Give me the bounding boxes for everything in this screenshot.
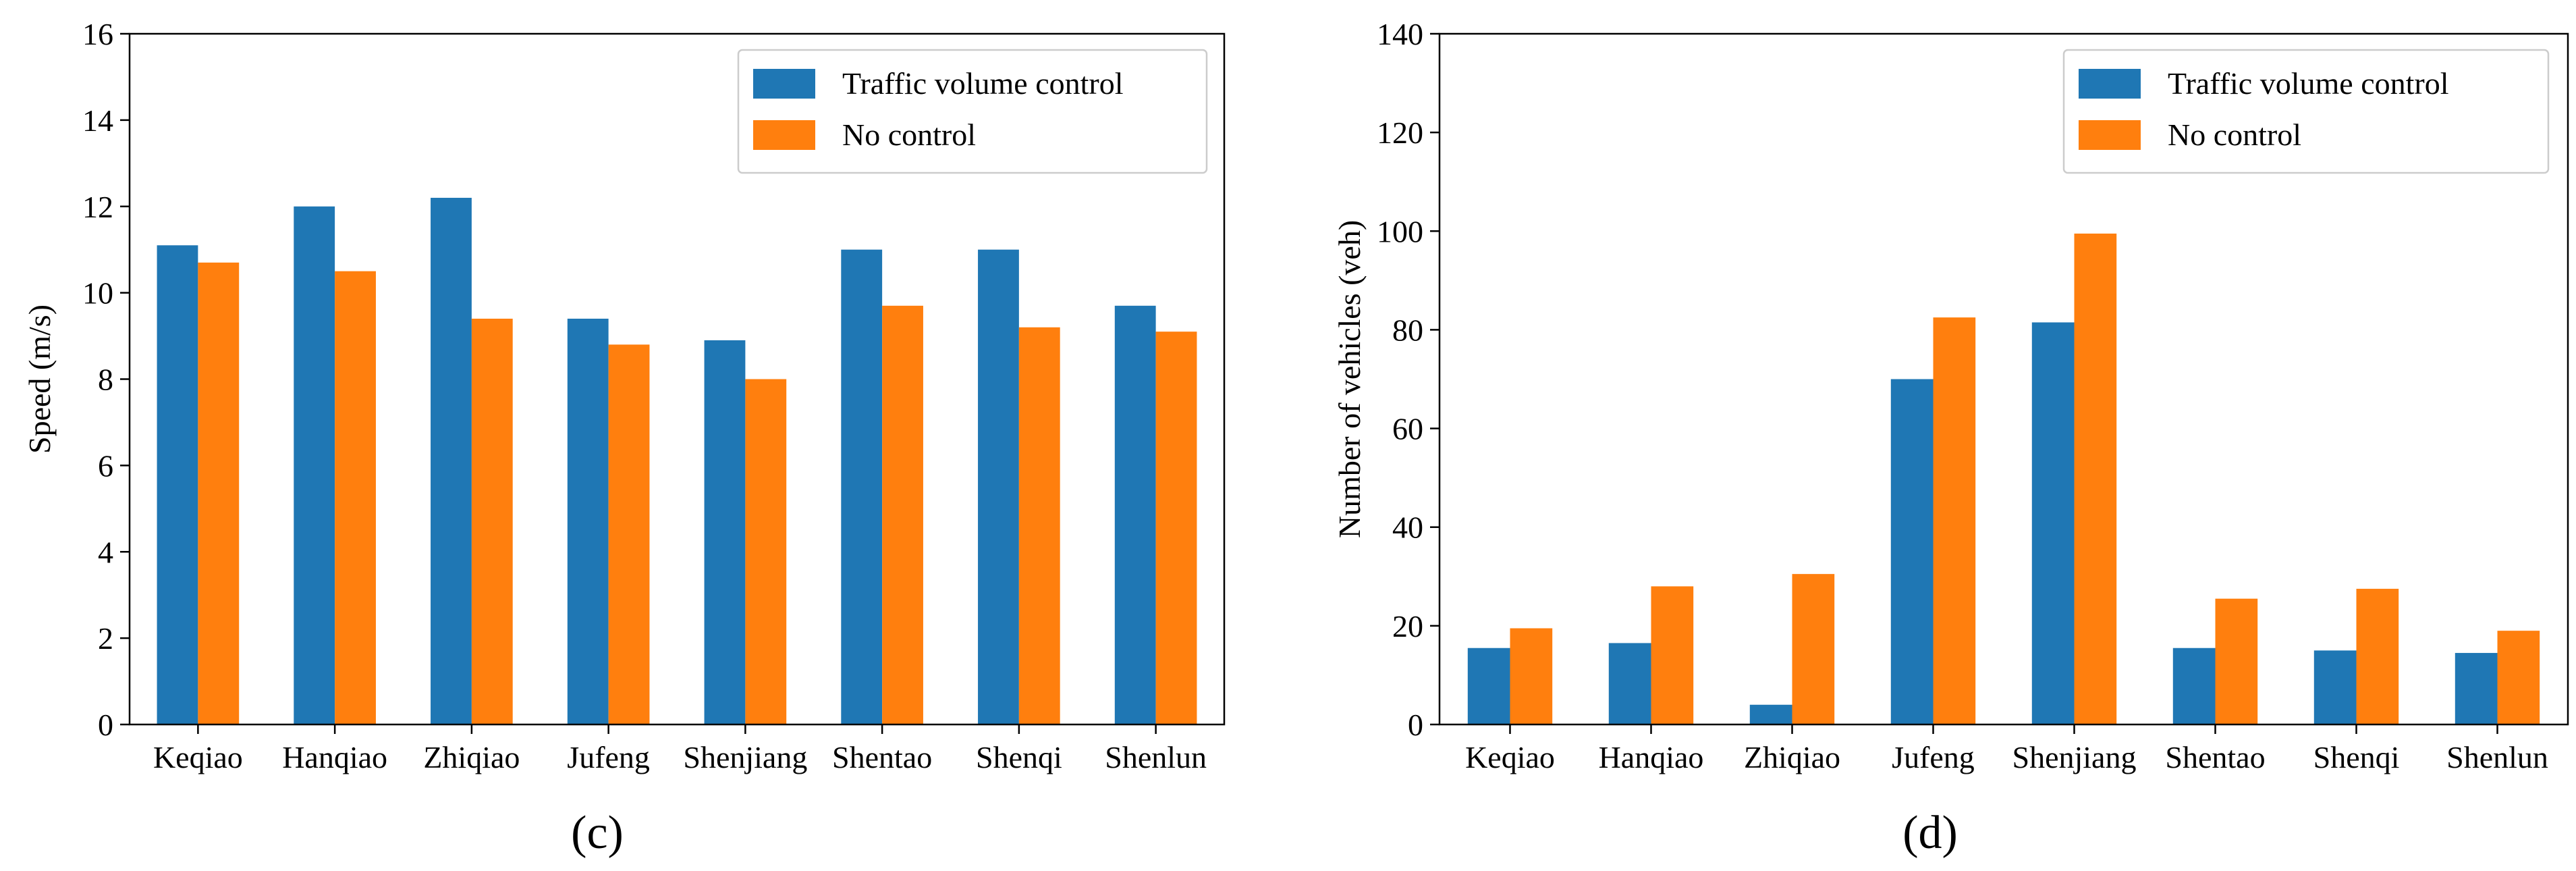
x-tick-label-shenjiang: Shenjiang	[683, 740, 807, 774]
x-tick-label-zhiqiao: Zhiqiao	[1744, 740, 1840, 774]
bar-traffic-volume-control-shentao	[841, 249, 883, 724]
y-tick-label: 120	[1377, 115, 1423, 150]
panel-caption: (c)	[571, 807, 624, 859]
y-tick-label: 0	[1408, 708, 1423, 742]
y-tick-label: 4	[98, 535, 113, 569]
y-tick-label: 20	[1392, 609, 1423, 643]
plot-frame	[1438, 32, 2569, 726]
x-tick-label-keqiao: Keqiao	[153, 740, 243, 774]
bar-traffic-volume-control-shenqi	[978, 249, 1019, 724]
y-tick-label: 14	[82, 103, 113, 138]
y-tick-label: 6	[98, 448, 113, 483]
bar-traffic-volume-control-shenqi	[2313, 650, 2357, 724]
x-tick-label-shenlun: Shenlun	[2446, 740, 2548, 774]
x-tick-label-shenqi: Shenqi	[2313, 740, 2400, 774]
chart-panel-c: 0 2 4 6 8 10 12 14 16 Keqiao Hanqiao Zhiqiao Jufeng S…	[22, 17, 1226, 859]
legend-swatch-no-control	[2079, 120, 2141, 150]
legend-swatch-no-control	[753, 120, 815, 150]
bar-no-control-hanqiao	[1651, 586, 1694, 724]
y-tick-label: 60	[1392, 412, 1423, 446]
bar-traffic-volume-control-hanqiao	[1608, 643, 1651, 724]
bar-traffic-volume-control-keqiao	[1467, 648, 1510, 724]
chart-panel-d: 0 20 40 60 80 100 120 140 Keqiao Hanqiao Zhiqiao Ju…	[1332, 17, 2569, 859]
y-tick-label: 12	[82, 190, 113, 224]
y-axis-label: Speed (m/s)	[22, 305, 57, 454]
x-tick-label-shenjiang: Shenjiang	[2012, 740, 2137, 774]
bar-traffic-volume-control-hanqiao	[294, 206, 335, 724]
x-tick-label-shentao: Shentao	[832, 740, 932, 774]
y-tick-label: 140	[1377, 17, 1423, 51]
bar-traffic-volume-control-shenjiang	[704, 340, 746, 725]
legend-label-no-control: No control	[842, 117, 976, 152]
legend-swatch-traffic-volume-control	[2079, 69, 2141, 99]
bar-no-control-shenjiang	[745, 379, 787, 724]
y-tick-label: 0	[98, 708, 113, 742]
x-tick-label-shentao: Shentao	[2165, 740, 2265, 774]
bar-traffic-volume-control-shenlun	[2455, 653, 2498, 724]
bar-no-control-jufeng	[608, 344, 650, 725]
bar-no-control-shentao	[2215, 598, 2258, 724]
y-tick-label: 100	[1377, 214, 1423, 248]
bar-no-control-zhiqiao	[471, 318, 513, 724]
legend-label-traffic-volume-control: Traffic volume control	[2168, 66, 2449, 101]
y-axis-label: Number of vehicles (veh)	[1332, 220, 1367, 538]
y-tick-label: 40	[1392, 510, 1423, 545]
x-tick-label-keqiao: Keqiao	[1465, 740, 1555, 774]
bar-traffic-volume-control-jufeng	[1890, 379, 1934, 724]
bar-traffic-volume-control-jufeng	[567, 318, 609, 724]
bar-traffic-volume-control-shentao	[2172, 648, 2216, 724]
y-tick-label: 10	[82, 276, 113, 311]
legend-box	[2062, 49, 2550, 174]
bar-no-control-shenqi	[2356, 589, 2399, 724]
bar-traffic-volume-control-shenjiang	[2031, 322, 2075, 725]
bar-traffic-volume-control-zhiqiao	[431, 197, 472, 725]
legend: Traffic volume control No control	[737, 49, 1208, 174]
x-tick-label-hanqiao: Hanqiao	[1599, 740, 1704, 774]
x-tick-label-zhiqiao: Zhiqiao	[423, 740, 520, 774]
x-tick-label-hanqiao: Hanqiao	[282, 740, 387, 774]
bar-traffic-volume-control-shenlun	[1114, 305, 1156, 724]
panel-caption: (d)	[1902, 807, 1958, 859]
y-tick-label: 16	[82, 17, 113, 51]
bar-no-control-shenlun	[1155, 332, 1197, 724]
x-tick-label-shenlun: Shenlun	[1105, 740, 1207, 774]
bar-no-control-keqiao	[1510, 628, 1553, 724]
legend-box	[737, 49, 1208, 174]
x-tick-label-jufeng: Jufeng	[1892, 740, 1975, 774]
y-tick-label: 80	[1392, 313, 1423, 347]
legend-label-no-control: No control	[2168, 117, 2301, 152]
bar-no-control-keqiao	[198, 262, 240, 724]
x-tick-label-shenqi: Shenqi	[976, 740, 1062, 774]
bar-no-control-shenqi	[1018, 327, 1060, 724]
y-tick-label: 2	[98, 621, 113, 656]
y-tick-label: 8	[98, 363, 113, 397]
bar-no-control-shentao	[882, 305, 923, 724]
legend-label-traffic-volume-control: Traffic volume control	[842, 66, 1124, 101]
legend-swatch-traffic-volume-control	[753, 69, 815, 99]
bar-no-control-shenjiang	[2074, 233, 2117, 724]
bar-no-control-shenlun	[2497, 631, 2540, 724]
bar-no-control-jufeng	[1933, 317, 1976, 724]
legend: Traffic volume control No control	[2062, 49, 2550, 174]
x-tick-label-jufeng: Jufeng	[567, 740, 650, 774]
bar-no-control-zhiqiao	[1792, 574, 1835, 724]
bar-no-control-hanqiao	[335, 271, 376, 724]
bar-traffic-volume-control-keqiao	[157, 245, 198, 724]
bar-traffic-volume-control-zhiqiao	[1749, 704, 1792, 724]
